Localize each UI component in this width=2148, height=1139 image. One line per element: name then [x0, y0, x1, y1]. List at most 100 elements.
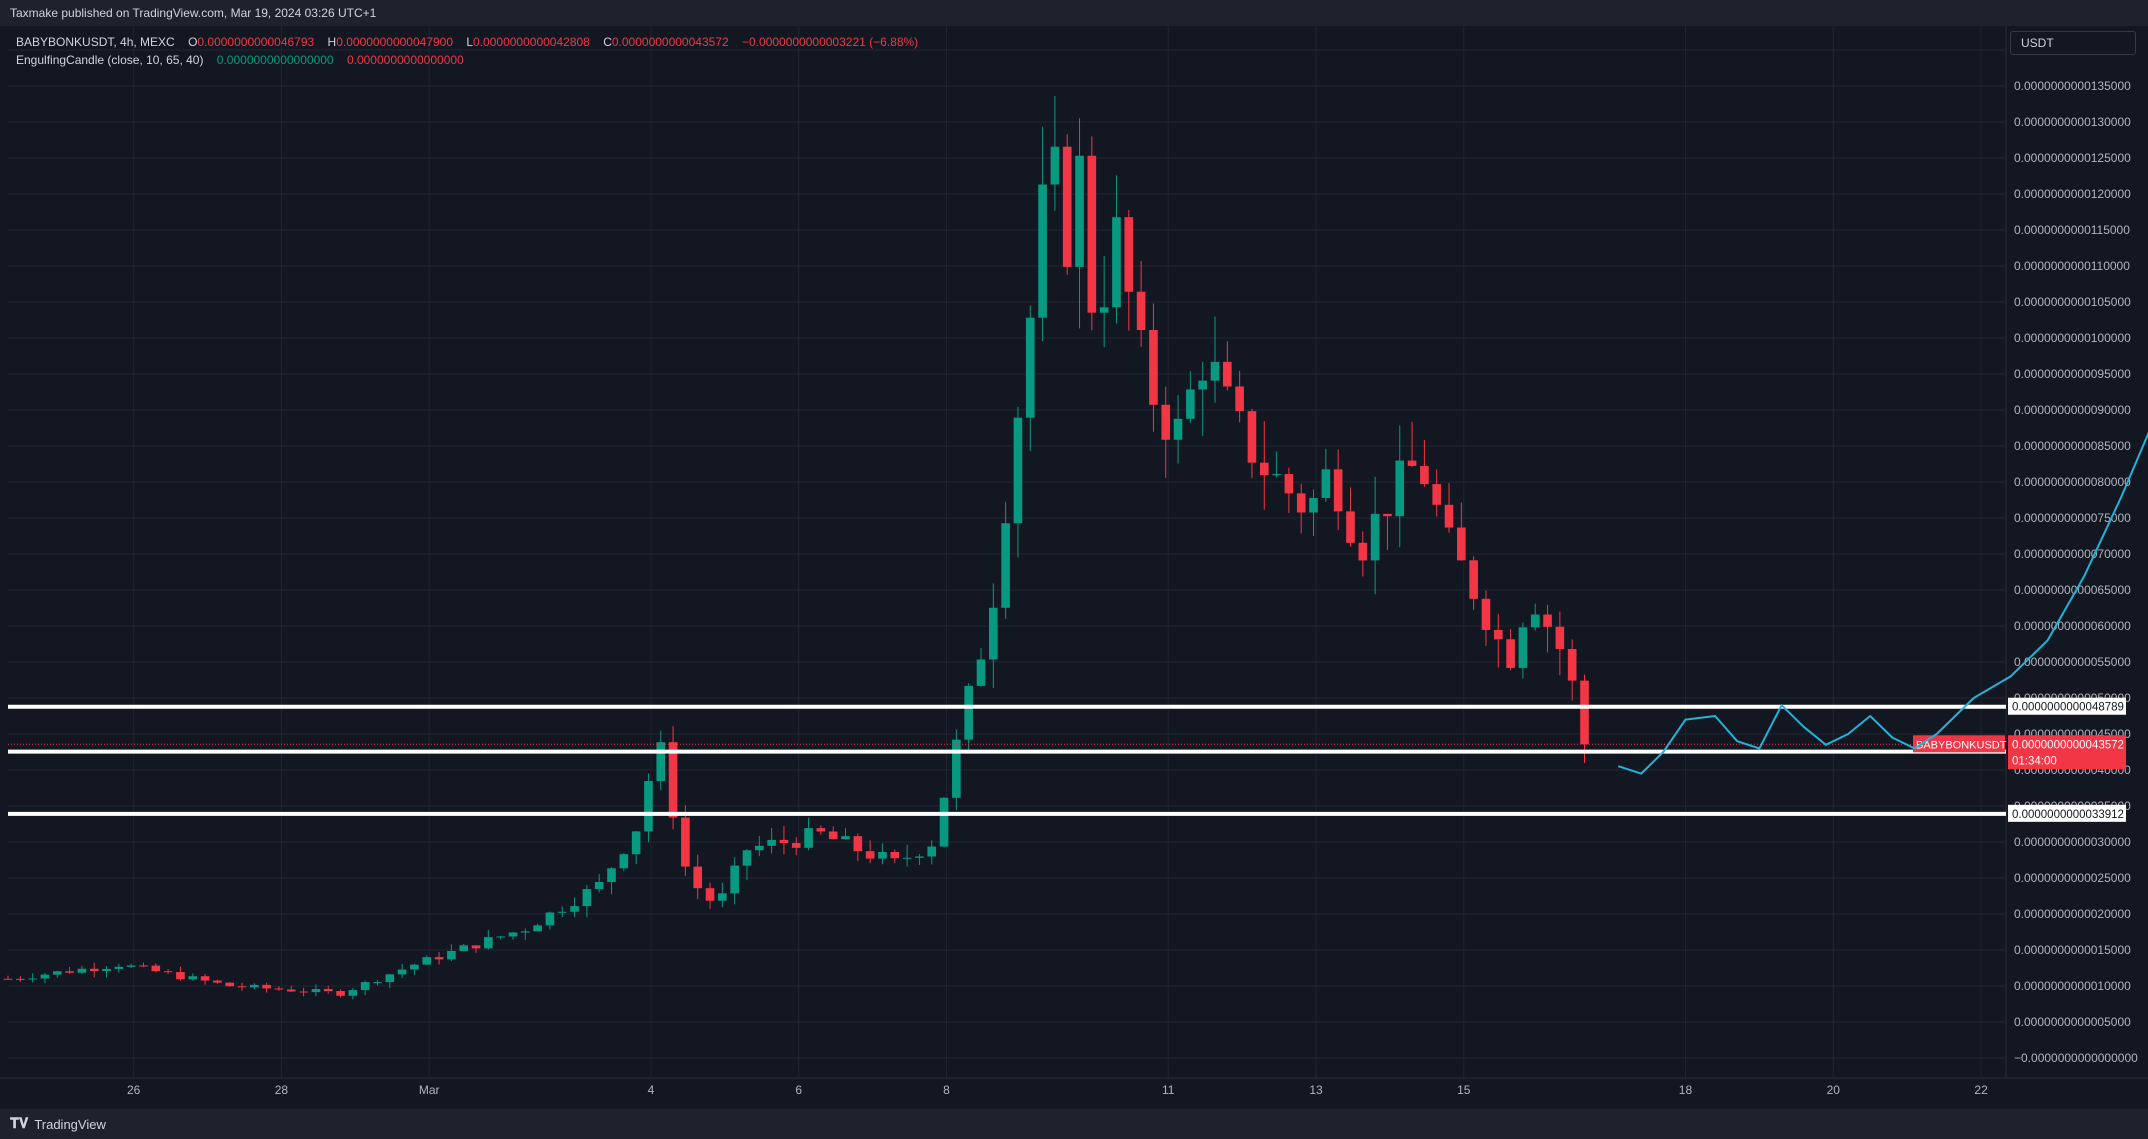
candle-up [1210, 361, 1220, 381]
symbol-tag [1913, 735, 2005, 753]
y-tick-label: 0.0000000000135000 [2014, 79, 2131, 93]
candle-down [668, 742, 678, 818]
y-tick-label: 0.0000000000105000 [2014, 295, 2131, 309]
low-value: 0.0000000000042808 [473, 35, 590, 49]
candle-up [878, 851, 887, 859]
y-tick-label: 0.0000000000100000 [2014, 331, 2131, 345]
candle-down [1259, 462, 1269, 476]
candle-down [176, 972, 185, 980]
y-tick-label: 0.0000000000010000 [2014, 979, 2131, 993]
candle-down [286, 989, 296, 992]
candle-down [693, 866, 703, 889]
candle-up [1518, 627, 1528, 668]
x-tick-label: 28 [275, 1083, 289, 1097]
candle-down [1149, 330, 1158, 405]
level-price-label: 0.0000000000033912 [2012, 809, 2124, 821]
candle-up [447, 950, 456, 960]
tradingview-brand: TradingView [34, 1116, 106, 1132]
candle-up [902, 857, 912, 859]
candle-up [1186, 389, 1195, 419]
candle-up [1001, 523, 1010, 608]
candle-up [915, 856, 924, 858]
candle-down [16, 978, 25, 980]
y-tick-label: −0.0000000000000000 [2014, 1051, 2138, 1065]
candle-down [1136, 291, 1146, 331]
candle-up [656, 742, 666, 782]
y-tick-label: 0.0000000000005000 [2014, 1015, 2131, 1029]
indicator-value-2: 0.0000000000000000 [346, 53, 464, 67]
candle-down [434, 957, 444, 960]
candle-up [508, 932, 518, 937]
candle-down [1087, 155, 1097, 313]
candle-down [1580, 680, 1589, 745]
candle-down [237, 986, 247, 988]
candle-down [1420, 465, 1429, 485]
candle-down [816, 828, 826, 832]
candle-up [767, 839, 776, 846]
candle-down [1567, 648, 1577, 681]
y-tick-label: 0.0000000000120000 [2014, 187, 2131, 201]
y-tick-label: 0.0000000000130000 [2014, 115, 2131, 129]
candle-up [1013, 417, 1023, 524]
candle-down [1333, 469, 1343, 512]
candle-up [570, 906, 579, 912]
candle-up [373, 982, 382, 984]
symbol-info[interactable]: BABYBONKUSDT, 4h, MEXC [16, 35, 175, 49]
candle-down [1383, 513, 1392, 517]
open-value: 0.0000000000046793 [197, 35, 315, 49]
candle-up [1050, 146, 1060, 185]
candle-up [422, 957, 432, 965]
candle-down [1346, 511, 1355, 543]
x-tick-label: 22 [1974, 1083, 1988, 1097]
candle-up [952, 739, 961, 798]
y-tick-label: 0.0000000000115000 [2014, 223, 2130, 237]
y-tick-label: 0.0000000000110000 [2014, 259, 2130, 273]
publish-info: Taxmake published on TradingView.com, Ma… [10, 6, 377, 20]
candle-up [1272, 474, 1281, 476]
projection-drawing [1618, 431, 2148, 775]
candle-down [65, 971, 74, 973]
candle-up [360, 982, 370, 991]
candle-up [607, 868, 616, 883]
candle-down [828, 831, 838, 840]
level-price-label: 0.0000000000048789 [2012, 702, 2124, 714]
candle-down [151, 965, 161, 972]
candle-up [1173, 418, 1183, 440]
candle-up [557, 911, 567, 913]
tradingview-logo[interactable]: 𝐓𝐕 TradingView [10, 1116, 106, 1132]
candle-down [1469, 560, 1478, 599]
candle-down [1506, 639, 1515, 668]
candle-up [52, 971, 62, 975]
candle-down [1432, 484, 1442, 505]
x-tick-label: 8 [943, 1083, 950, 1097]
candle-down [1062, 146, 1072, 267]
x-tick-label: 18 [1679, 1083, 1693, 1097]
candle-up [718, 893, 727, 901]
candle-down [1543, 614, 1552, 627]
currency-selector[interactable]: USDT [2010, 31, 2136, 55]
candle-down [323, 988, 333, 992]
candle-up [385, 974, 395, 983]
candle-down [163, 971, 173, 973]
candle-down [681, 817, 690, 867]
y-tick-label: 0.0000000000060000 [2014, 619, 2131, 633]
candle-down [213, 980, 222, 983]
current-price-label: 0.0000000000043572 [2012, 739, 2124, 751]
indicator-name[interactable]: EngulfingCandle (close, 10, 65, 40) [16, 53, 204, 67]
y-tick-label: 0.0000000000085000 [2014, 439, 2131, 453]
open-label: O [188, 35, 198, 49]
y-tick-label: 0.0000000000080000 [2014, 475, 2131, 489]
candle-up [102, 968, 111, 972]
candle-up [1309, 497, 1318, 513]
candle-up [1099, 307, 1109, 313]
symbol-tag-label: BABYBONKUSDT [1916, 739, 2007, 751]
change-value: −0.0000000000003221 (−6.88%) [742, 35, 919, 49]
candle-up [1370, 513, 1380, 561]
candle-up [496, 936, 505, 938]
close-label: C [603, 35, 612, 49]
candle-up [545, 912, 555, 926]
candle-down [274, 988, 284, 990]
candle-down [890, 851, 900, 859]
candle-down [299, 991, 308, 993]
